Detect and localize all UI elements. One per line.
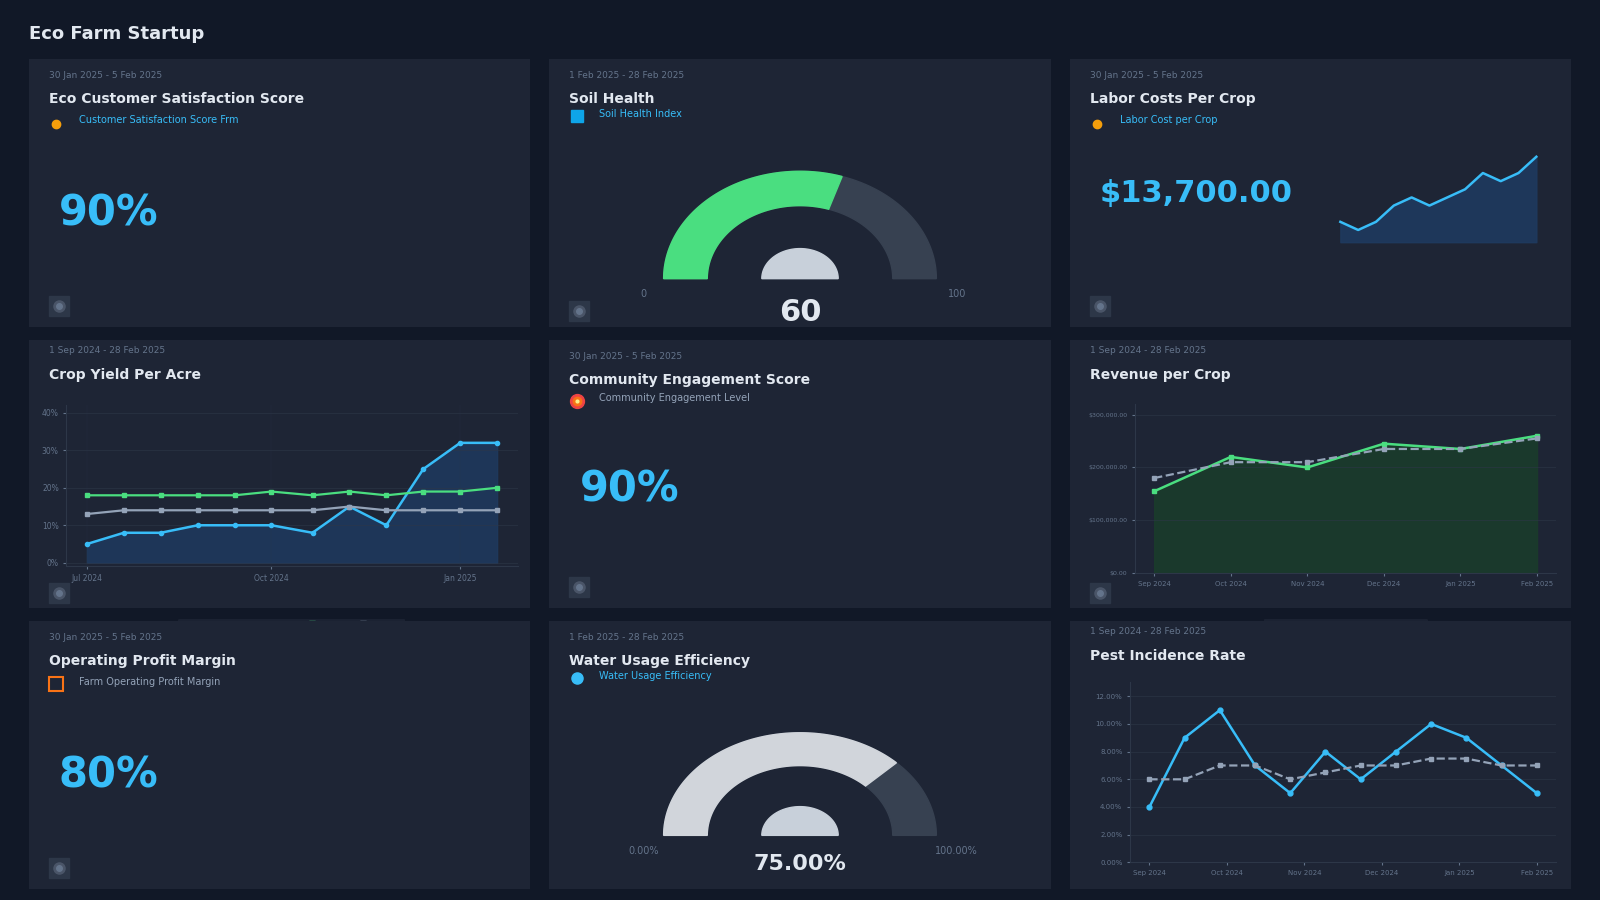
- Text: 1 Feb 2025 - 28 Feb 2025: 1 Feb 2025 - 28 Feb 2025: [570, 633, 685, 642]
- Legend: Return on Investment (ROI), Target, Average: Return on Investment (ROI), Target, Aver…: [179, 618, 405, 631]
- Polygon shape: [664, 171, 936, 279]
- Text: Eco Farm Startup: Eco Farm Startup: [29, 25, 205, 43]
- Text: 75.00%: 75.00%: [754, 854, 846, 874]
- Text: 100: 100: [947, 290, 966, 300]
- Text: 0.00%: 0.00%: [627, 846, 659, 856]
- Text: Soil Health Index: Soil Health Index: [600, 109, 682, 119]
- Polygon shape: [664, 171, 842, 279]
- Text: 100.00%: 100.00%: [936, 846, 978, 856]
- Text: Labor Cost per Crop: Labor Cost per Crop: [1120, 115, 1218, 125]
- Polygon shape: [762, 806, 838, 835]
- Text: Revenue per Crop: Revenue per Crop: [1090, 368, 1230, 382]
- Polygon shape: [664, 733, 896, 835]
- Text: Customer Satisfaction Score Frm: Customer Satisfaction Score Frm: [78, 115, 238, 125]
- Text: 1 Sep 2024 - 28 Feb 2025: 1 Sep 2024 - 28 Feb 2025: [50, 346, 165, 356]
- Text: Labor Costs Per Crop: Labor Costs Per Crop: [1090, 92, 1256, 106]
- Text: 30 Jan 2025 - 5 Feb 2025: 30 Jan 2025 - 5 Feb 2025: [50, 633, 162, 642]
- Text: 90%: 90%: [579, 469, 678, 510]
- Text: 0: 0: [640, 290, 646, 300]
- Text: 30 Jan 2025 - 5 Feb 2025: 30 Jan 2025 - 5 Feb 2025: [570, 352, 683, 361]
- Text: 60: 60: [779, 298, 821, 327]
- Text: Farm Operating Profit Margin: Farm Operating Profit Margin: [78, 677, 221, 687]
- Text: Water Usage Efficiency: Water Usage Efficiency: [600, 670, 712, 680]
- Text: 30 Jan 2025 - 5 Feb 2025: 30 Jan 2025 - 5 Feb 2025: [50, 70, 162, 79]
- Text: 1 Feb 2025 - 28 Feb 2025: 1 Feb 2025 - 28 Feb 2025: [570, 70, 685, 79]
- Text: $13,700.00: $13,700.00: [1099, 179, 1293, 208]
- Legend: Revenue per Crop, Average: Revenue per Crop, Average: [1264, 618, 1427, 634]
- Text: Community Engagement Level: Community Engagement Level: [600, 393, 750, 403]
- Text: Crop Yield Per Acre: Crop Yield Per Acre: [50, 368, 202, 382]
- Polygon shape: [762, 248, 838, 279]
- Text: 1 Sep 2024 - 28 Feb 2025: 1 Sep 2024 - 28 Feb 2025: [1090, 346, 1206, 356]
- Text: Eco Customer Satisfaction Score: Eco Customer Satisfaction Score: [50, 92, 304, 106]
- Text: Pest Incidence Rate: Pest Incidence Rate: [1090, 649, 1245, 663]
- Polygon shape: [664, 733, 936, 835]
- Text: Operating Profit Margin: Operating Profit Margin: [50, 654, 235, 669]
- Text: 80%: 80%: [59, 755, 158, 797]
- Text: 30 Jan 2025 - 5 Feb 2025: 30 Jan 2025 - 5 Feb 2025: [1090, 70, 1203, 79]
- Text: Community Engagement Score: Community Engagement Score: [570, 374, 811, 387]
- Text: 1 Sep 2024 - 28 Feb 2025: 1 Sep 2024 - 28 Feb 2025: [1090, 627, 1206, 636]
- Text: Soil Health: Soil Health: [570, 92, 654, 106]
- Text: Water Usage Efficiency: Water Usage Efficiency: [570, 654, 750, 669]
- Text: 90%: 90%: [59, 193, 158, 235]
